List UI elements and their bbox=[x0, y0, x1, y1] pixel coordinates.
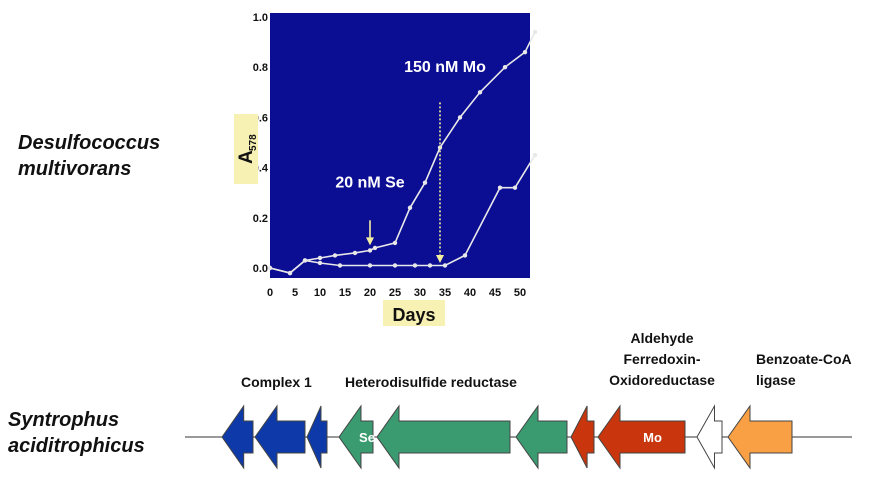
x-tick-label: 35 bbox=[439, 287, 451, 299]
data-point bbox=[427, 263, 433, 268]
data-point bbox=[522, 49, 528, 55]
gene-complex1-c bbox=[306, 405, 328, 469]
y-axis-label-sub: 578 bbox=[248, 134, 259, 151]
data-point bbox=[502, 65, 508, 70]
organism-genus: Desulfococcus bbox=[18, 132, 161, 154]
data-point bbox=[302, 258, 308, 263]
annotation-arrow-head bbox=[436, 254, 444, 263]
data-point bbox=[287, 270, 293, 276]
group-label-benzoate-coa-ligase: ligase bbox=[756, 372, 796, 388]
group-label-complex1: Complex 1 bbox=[241, 374, 312, 390]
data-point bbox=[372, 245, 378, 251]
gene-complex1-b bbox=[254, 404, 306, 470]
y-axis-label-main: A bbox=[236, 150, 257, 164]
data-point bbox=[332, 253, 338, 258]
annotation-arrow-head bbox=[366, 237, 374, 246]
organism-genus: Syntrophus bbox=[8, 409, 120, 431]
organism-label-syntrophus: Syntrophus aciditrophicus bbox=[8, 407, 145, 459]
group-label-heterodisulfide-reductase: Heterodisulfide reductase bbox=[345, 374, 517, 390]
data-point bbox=[532, 29, 538, 35]
data-point bbox=[412, 263, 418, 268]
data-point bbox=[462, 253, 468, 258]
x-tick-label: 0 bbox=[267, 287, 273, 299]
gene-aor-mo-label: Mo bbox=[643, 430, 662, 445]
x-tick-label: 30 bbox=[414, 287, 426, 299]
gene-hdr-se bbox=[338, 404, 374, 470]
x-tick-label: 10 bbox=[314, 287, 326, 299]
organism-label-desulfococcus: Desulfococcus multivorans bbox=[18, 130, 160, 182]
gene-hdr-small bbox=[515, 404, 568, 470]
x-tick-label: 5 bbox=[292, 287, 298, 299]
data-point bbox=[337, 263, 343, 268]
y-tick-label: 0.2 bbox=[253, 213, 268, 225]
data-point bbox=[477, 90, 483, 95]
data-point bbox=[457, 115, 463, 120]
gene-benzoate bbox=[727, 404, 793, 470]
group-label-aldehyde-ferredoxin-oxidoreductase: Oxidoreductase bbox=[609, 372, 715, 388]
group-label-benzoate-coa-ligase: Benzoate-CoA bbox=[756, 351, 852, 367]
gene-hdr-large bbox=[376, 404, 511, 470]
x-axis-label: Days bbox=[392, 305, 435, 325]
data-point bbox=[317, 255, 323, 261]
organism-species: aciditrophicus bbox=[8, 435, 145, 457]
data-point bbox=[442, 263, 448, 268]
group-label-aldehyde-ferredoxin-oxidoreductase: Aldehyde bbox=[630, 330, 693, 346]
data-point bbox=[407, 205, 413, 210]
group-label-aldehyde-ferredoxin-oxidoreductase: Ferredoxin- bbox=[623, 351, 700, 367]
data-point bbox=[352, 250, 358, 256]
data-point bbox=[367, 263, 373, 268]
data-point bbox=[392, 240, 398, 246]
data-point bbox=[422, 180, 428, 185]
data-point bbox=[392, 263, 398, 268]
y-tick-label: 0.8 bbox=[253, 62, 268, 74]
series-annotation: 150 nM Mo bbox=[404, 59, 486, 76]
y-axis-label-highlight bbox=[234, 114, 258, 184]
data-point bbox=[367, 248, 373, 253]
y-tick-label: 1.0 bbox=[253, 12, 268, 24]
x-axis-label-highlight bbox=[383, 300, 445, 326]
x-tick-label: 25 bbox=[389, 287, 401, 299]
data-point bbox=[532, 152, 538, 158]
data-point bbox=[497, 185, 503, 190]
x-tick-label: 50 bbox=[514, 287, 526, 299]
y-tick-label: 0.0 bbox=[253, 263, 268, 275]
x-tick-label: 40 bbox=[464, 287, 476, 299]
x-tick-label: 15 bbox=[339, 287, 351, 299]
plot-area bbox=[270, 13, 530, 278]
organism-species: multivorans bbox=[18, 158, 132, 180]
series-annotation: 20 nM Se bbox=[335, 175, 404, 192]
gene-aor-small bbox=[570, 405, 595, 469]
x-tick-label: 20 bbox=[364, 287, 376, 299]
gene-aor-mo bbox=[597, 404, 686, 470]
x-tick-label: 45 bbox=[489, 287, 501, 299]
data-point bbox=[267, 265, 273, 271]
gene-unlabeled bbox=[696, 404, 723, 470]
series-line-1 bbox=[269, 154, 536, 274]
gene-complex1-a bbox=[221, 404, 254, 470]
data-point bbox=[317, 260, 323, 266]
gene-hdr-se-label: Se bbox=[359, 430, 375, 445]
data-point bbox=[512, 185, 518, 190]
